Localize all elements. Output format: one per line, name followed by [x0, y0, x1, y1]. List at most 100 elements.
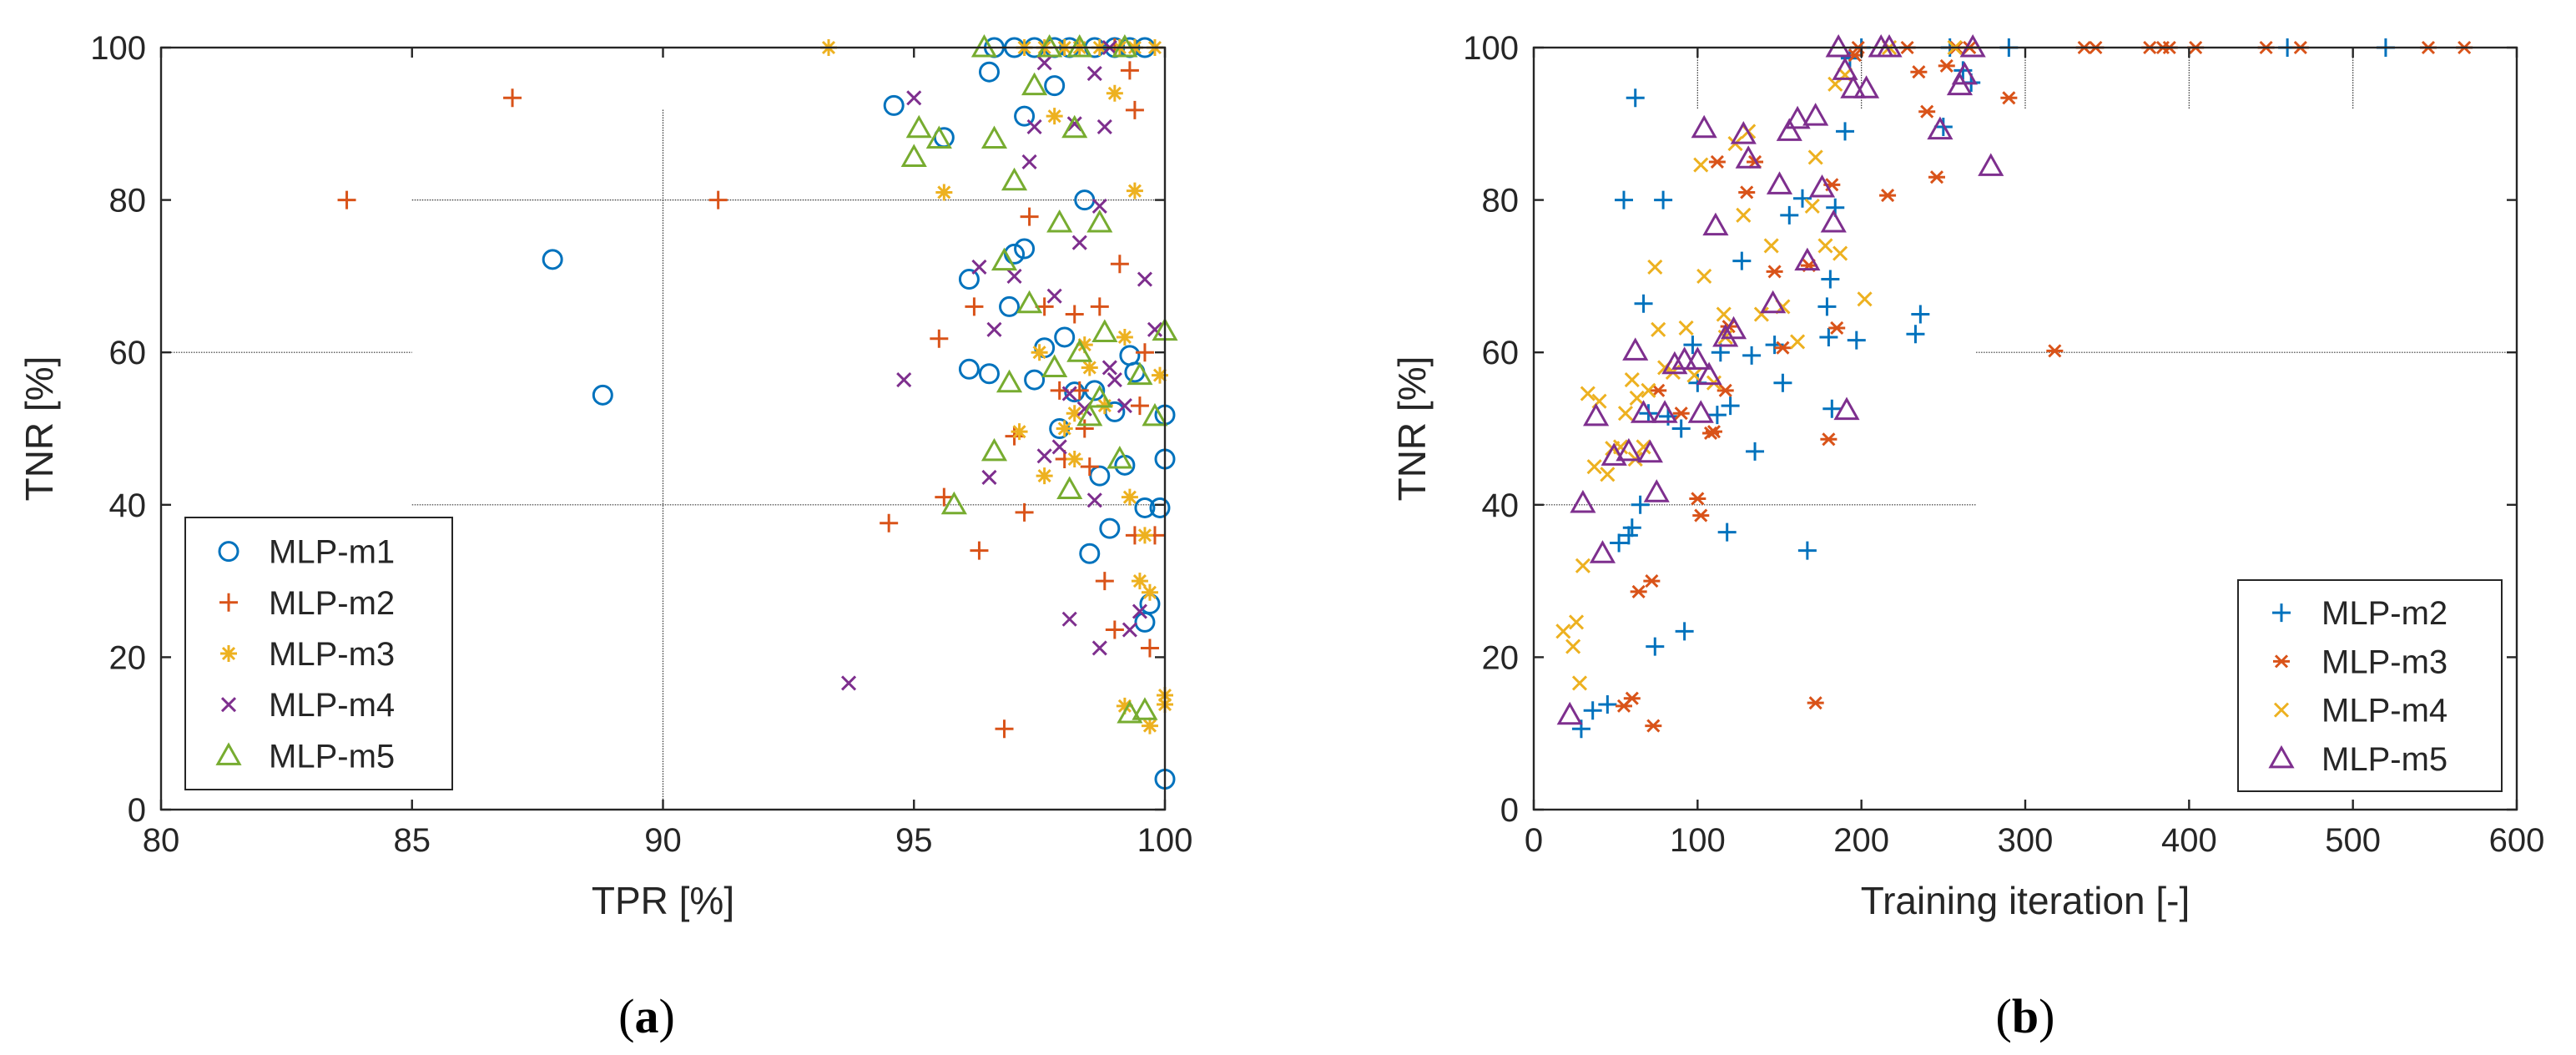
data-point [1840, 75, 1867, 98]
data-point [1056, 420, 1073, 437]
data-point [935, 487, 954, 507]
data-point [958, 358, 980, 380]
data-point [1623, 691, 1641, 705]
y-tick-label: 20 [1482, 639, 1520, 676]
data-point [1095, 572, 1114, 591]
legend-label: MLP-m4 [2321, 693, 2447, 729]
y-tick-label: 40 [109, 487, 147, 524]
data-point [1643, 574, 1661, 588]
data-point [1046, 209, 1073, 233]
x-tick-label: 95 [895, 822, 933, 859]
y-tick-label: 80 [1482, 183, 1520, 220]
data-point [1647, 259, 1663, 275]
data-point [1568, 614, 1585, 630]
data-point [1046, 108, 1063, 125]
data-point [1015, 502, 1034, 522]
data-point [971, 259, 987, 275]
legend: MLP-m2 MLP-m3 MLP-m4 MLP-m5 [2237, 579, 2503, 792]
data-point [1112, 33, 1138, 58]
data-point [1121, 488, 1138, 506]
x-tick-label: 90 [644, 822, 682, 859]
data-point [1142, 402, 1168, 427]
data-point [1630, 584, 1647, 598]
data-point [1589, 540, 1616, 563]
data-point [1006, 268, 1022, 284]
data-point [900, 144, 927, 167]
data-point [1708, 154, 1726, 169]
data-point [1086, 492, 1102, 508]
data-point [1575, 558, 1590, 573]
x-tick-label: 100 [1670, 822, 1726, 859]
data-point [1959, 33, 1986, 58]
data-point [896, 372, 912, 388]
data-point [1840, 48, 1859, 68]
legend-marker [2273, 654, 2290, 669]
data-point [935, 184, 953, 201]
data-point [1675, 622, 1694, 641]
y-tick-label: 100 [90, 30, 146, 67]
data-point [1079, 543, 1101, 564]
data-point [1555, 623, 1571, 639]
data-point [883, 94, 905, 116]
data-point [1684, 346, 1711, 370]
data-point [840, 675, 857, 691]
data-point [1753, 306, 1769, 322]
data-point [1061, 611, 1077, 627]
data-point [1106, 84, 1123, 102]
data-point [1116, 697, 1133, 714]
data-point [1911, 305, 1930, 324]
data-point [1732, 251, 1752, 270]
data-point [1080, 457, 1099, 477]
data-point [1641, 382, 1656, 398]
data-point [1634, 294, 1653, 313]
data-point [1091, 198, 1107, 214]
data-point [1130, 396, 1149, 416]
legend-label: MLP-m4 [269, 687, 395, 724]
data-point [1021, 154, 1037, 170]
data-point [1041, 354, 1068, 377]
data-point [1147, 321, 1163, 337]
data-point [1117, 398, 1132, 414]
data-point [1705, 425, 1722, 439]
x-tick-label: 100 [1137, 822, 1193, 859]
data-point [1918, 104, 1936, 119]
data-point [1125, 100, 1144, 119]
data-point [1066, 116, 1082, 132]
data-point [1136, 527, 1153, 544]
data-point [978, 363, 1000, 385]
data-point [1766, 265, 1783, 279]
data-point [1802, 103, 1829, 126]
data-point [2000, 91, 2018, 105]
data-point [1036, 448, 1052, 464]
panel-label-open: ( [618, 989, 634, 1043]
data-point [1879, 189, 1897, 203]
data-point [1651, 321, 1666, 337]
data-point [1126, 182, 1143, 199]
data-point [1661, 351, 1688, 375]
data-point [1651, 400, 1678, 423]
data-point [1031, 344, 1048, 361]
data-point [1120, 61, 1139, 80]
data-point [980, 437, 1008, 462]
data-point [1061, 114, 1088, 139]
data-point [1686, 367, 1702, 383]
data-point [1794, 247, 1821, 271]
data-point [1738, 185, 1756, 199]
data-point [1692, 508, 1710, 522]
data-point [1712, 323, 1739, 347]
data-point [1678, 320, 1694, 336]
x-tick-label: 0 [1525, 822, 1543, 859]
data-point [1630, 400, 1657, 423]
data-point [1051, 439, 1067, 455]
data-point [1784, 105, 1811, 129]
data-point [1689, 492, 1706, 506]
data-point [1149, 497, 1171, 518]
data-point [1151, 366, 1168, 384]
data-point [1720, 315, 1747, 340]
data-point [1570, 489, 1596, 513]
data-point [1020, 207, 1039, 226]
data-point [592, 384, 613, 406]
data-point [1938, 58, 1955, 73]
data-point [1832, 245, 1848, 261]
data-point [1631, 495, 1650, 514]
